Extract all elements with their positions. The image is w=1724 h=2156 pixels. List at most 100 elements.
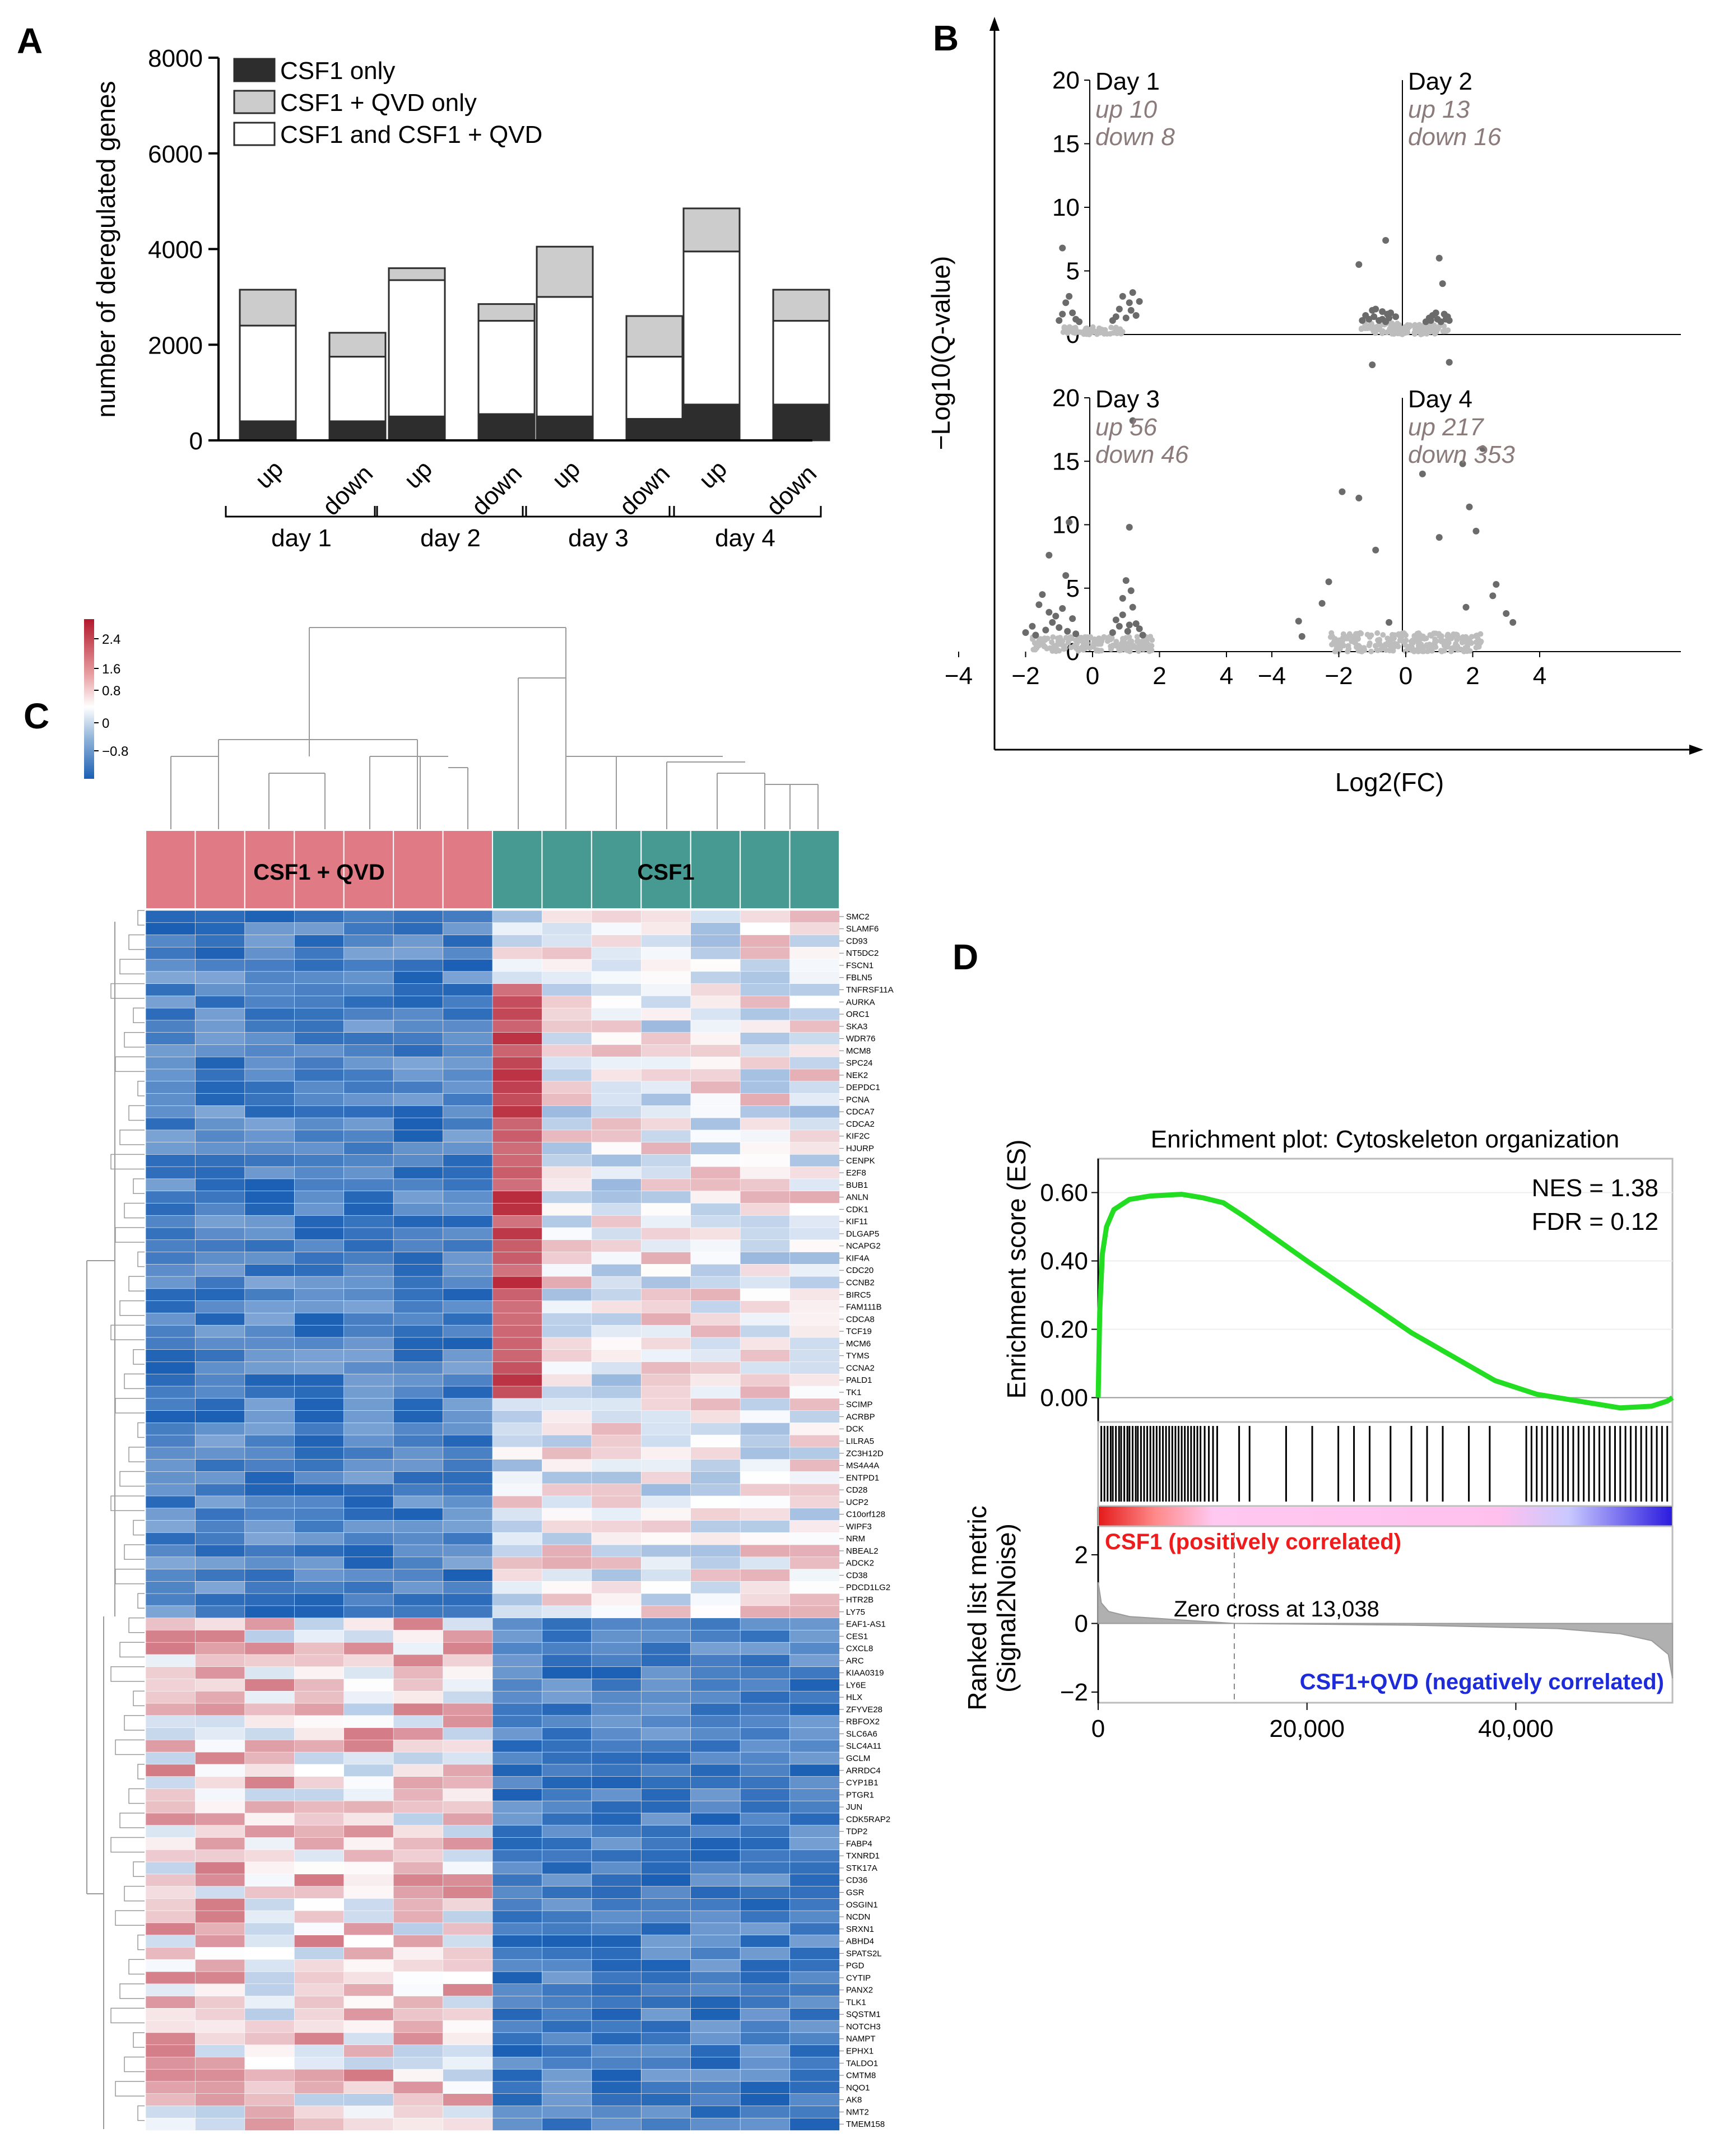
c-heat-cell	[640, 1849, 691, 1862]
c-gene-label: DEPDC1	[846, 1083, 880, 1093]
c-heat-cell	[145, 1630, 196, 1643]
b-point-sig	[1122, 577, 1130, 584]
c-heat-cell	[343, 2069, 394, 2082]
c-heat-cell	[195, 1081, 245, 1094]
b-point-ns	[1413, 634, 1419, 640]
c-heat-cell	[393, 1130, 444, 1143]
c-heat-cell	[492, 1630, 543, 1643]
c-heat-cell	[492, 1996, 543, 2009]
c-heat-cell	[294, 1556, 345, 1570]
c-heat-cell	[393, 1325, 444, 1338]
c-heat-cell	[443, 971, 493, 984]
c-heat-cell	[789, 1349, 840, 1363]
c-gene-label: KIAA0319	[846, 1669, 884, 1678]
c-heat-cell	[591, 1569, 642, 1582]
c-heat-cell	[195, 1434, 245, 1448]
c-colorbar-label: 0	[102, 716, 109, 731]
c-heat-cell	[294, 1630, 345, 1643]
c-heat-cell	[591, 2117, 642, 2131]
c-colorbar-label: 0.8	[102, 684, 120, 699]
c-heat-cell	[789, 1032, 840, 1046]
b-point-sig	[1369, 306, 1376, 314]
c-heat-cell	[294, 2057, 345, 2070]
c-row-dendro-branch	[133, 1861, 145, 1877]
c-heat-cell	[542, 2045, 592, 2058]
c-heat-cell	[343, 1959, 394, 1972]
c-gene-label: ENTPD1	[846, 1473, 879, 1483]
b-point-sig	[1119, 594, 1126, 602]
c-heat-cell	[393, 1264, 444, 1277]
c-heat-cell	[343, 1788, 394, 1802]
c-heat-cell	[343, 1544, 394, 1558]
b-point-sig	[1059, 310, 1066, 318]
c-heat-cell	[789, 1044, 840, 1058]
c-heat-cell	[492, 1813, 543, 1826]
c-heat-cell	[244, 1630, 295, 1643]
b-point-ns	[1409, 647, 1415, 653]
c-heat-cell	[492, 1447, 543, 1460]
c-heat-cell	[244, 1093, 295, 1107]
c-gene-label: EAF1-AS1	[846, 1620, 886, 1629]
c-heat-cell	[145, 1068, 196, 1082]
c-heat-cell	[591, 1690, 642, 1704]
c-heat-cell	[294, 1203, 345, 1216]
b-point-ns	[1429, 648, 1435, 654]
c-heat-cell	[542, 1654, 592, 1667]
c-heat-cell	[195, 1423, 245, 1435]
c-heat-cell	[343, 1020, 394, 1033]
c-gene-label: FBLN5	[846, 973, 872, 983]
c-heat-cell	[789, 1971, 840, 1985]
c-heat-cell	[690, 1679, 741, 1692]
c-heat-cell	[343, 1264, 394, 1277]
c-heat-cell	[591, 1581, 642, 1594]
c-heat-cell	[492, 1776, 543, 1790]
c-heat-cell	[492, 2093, 543, 2107]
b-point-sig	[1127, 587, 1135, 594]
c-heat-cell	[789, 1630, 840, 1643]
c-heat-cell	[145, 1715, 196, 1728]
c-heat-cell	[294, 1349, 345, 1363]
c-heat-cell	[343, 1215, 394, 1228]
c-heat-cell	[244, 1020, 295, 1033]
c-gene-label: CDK5RAP2	[846, 1815, 890, 1824]
c-heat-cell	[542, 1861, 592, 1875]
c-heat-cell	[343, 1861, 394, 1875]
c-heat-cell	[244, 1410, 295, 1424]
c-heat-cell	[690, 971, 741, 984]
panel-d: D Enrichment plot: Cytoskeleton organiza…	[952, 937, 1674, 1743]
c-heat-cell	[393, 1386, 444, 1399]
c-heat-cell	[789, 910, 840, 923]
c-heat-cell	[789, 1532, 840, 1545]
c-heat-cell	[343, 1935, 394, 1948]
c-heat-cell	[443, 1142, 493, 1155]
b-point-ns	[1063, 634, 1069, 640]
a-group-bracket	[668, 506, 822, 518]
c-heat-cell	[640, 1239, 691, 1253]
c-heat-cell	[443, 2069, 493, 2082]
c-heat-cell	[591, 1044, 642, 1058]
c-heat-cell	[740, 1715, 791, 1728]
c-row-dendro-branch	[119, 959, 145, 974]
c-group-cell	[690, 830, 741, 909]
c-heat-cell	[542, 1105, 592, 1118]
c-heat-cell	[640, 1690, 691, 1704]
d-neg-label: CSF1+QVD (negatively correlated)	[1300, 1670, 1664, 1694]
b-point-ns	[1406, 324, 1412, 330]
c-heat-cell	[145, 935, 196, 948]
c-heat-cell	[294, 1423, 345, 1435]
c-heat-cell	[492, 1410, 543, 1424]
c-heat-cell	[690, 1130, 741, 1143]
c-heat-cell	[343, 1154, 394, 1167]
c-heat-cell	[542, 2106, 592, 2119]
c-heat-cell	[244, 1081, 295, 1094]
c-row-dendro-branch	[124, 2056, 145, 2073]
c-heat-cell	[690, 1776, 741, 1790]
c-heat-cell	[343, 1520, 394, 1534]
c-gene-label: ANLN	[846, 1193, 868, 1202]
c-heat-cell	[343, 1581, 394, 1594]
c-heat-cell	[443, 1996, 493, 2009]
c-gene-label: CD38	[846, 1570, 867, 1580]
c-row-dendro-branch	[133, 2032, 145, 2048]
c-gene-label: CYTIP	[846, 1973, 871, 1983]
c-heat-cell	[740, 1520, 791, 1534]
